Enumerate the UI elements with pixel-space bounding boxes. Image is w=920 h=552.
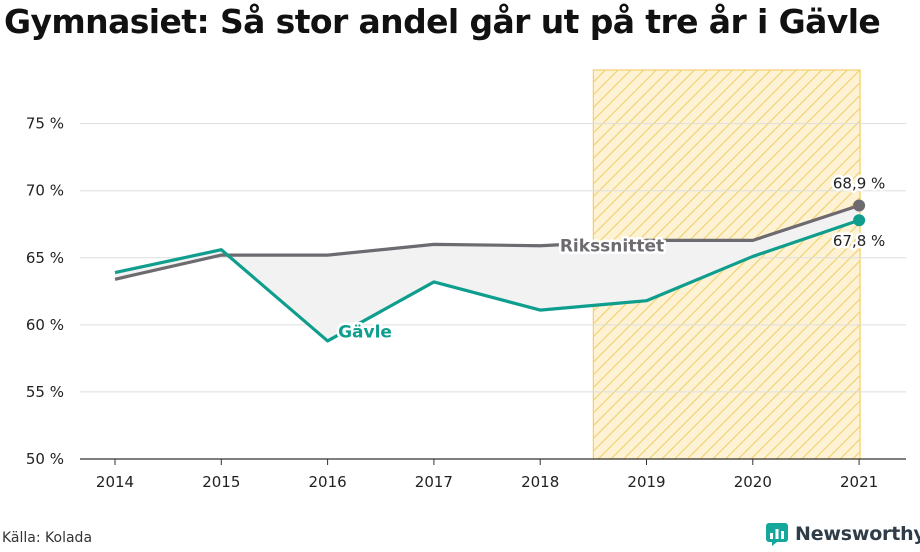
x-tick-label: 2018 bbox=[521, 473, 559, 491]
rikssnittet-line bbox=[114, 203, 860, 281]
x-tick-label: 2017 bbox=[415, 473, 453, 491]
y-tick-label: 55 % bbox=[26, 383, 64, 401]
gap-area bbox=[115, 205, 860, 341]
x-tick-label: 2020 bbox=[734, 473, 772, 491]
chart-title: Gymnasiet: Så stor andel går ut på tre å… bbox=[4, 2, 881, 41]
series-label-rikssnittet: Rikssnittet bbox=[560, 237, 664, 257]
x-tick-label: 2019 bbox=[627, 473, 665, 491]
y-tick-label: 50 % bbox=[26, 450, 64, 468]
end-label-rikssnittet: 68,9 % bbox=[833, 174, 885, 192]
x-tick-label: 2015 bbox=[202, 473, 240, 491]
x-tick-label: 2016 bbox=[309, 473, 347, 491]
x-tick-label: 2014 bbox=[96, 473, 134, 491]
y-tick-label: 75 % bbox=[26, 115, 64, 133]
rikssnittet-point bbox=[853, 199, 866, 212]
series-label-gavle: Gävle bbox=[338, 323, 392, 343]
brand-name: Newsworthy bbox=[795, 523, 920, 545]
brand-logo: Newsworthy bbox=[765, 519, 920, 549]
series-label-gavle-halo: Gävle bbox=[338, 323, 392, 343]
y-tick-label: 70 % bbox=[26, 182, 64, 200]
series-label-rikssnittet-halo: Rikssnittet bbox=[560, 237, 664, 257]
y-tick-label: 60 % bbox=[26, 316, 64, 334]
newsworthy-logo-icon bbox=[766, 523, 788, 546]
x-tick-label: 2021 bbox=[840, 473, 878, 491]
source-note: Källa: Kolada bbox=[2, 530, 93, 546]
gavle-point bbox=[853, 214, 866, 227]
y-tick-label: 65 % bbox=[26, 249, 64, 267]
end-label-gavle: 67,8 % bbox=[833, 232, 885, 250]
gavle-line bbox=[114, 218, 860, 343]
end-label-rikssnittet-halo: 68,9 % bbox=[833, 174, 885, 192]
end-label-gavle-halo: 67,8 % bbox=[833, 232, 885, 250]
